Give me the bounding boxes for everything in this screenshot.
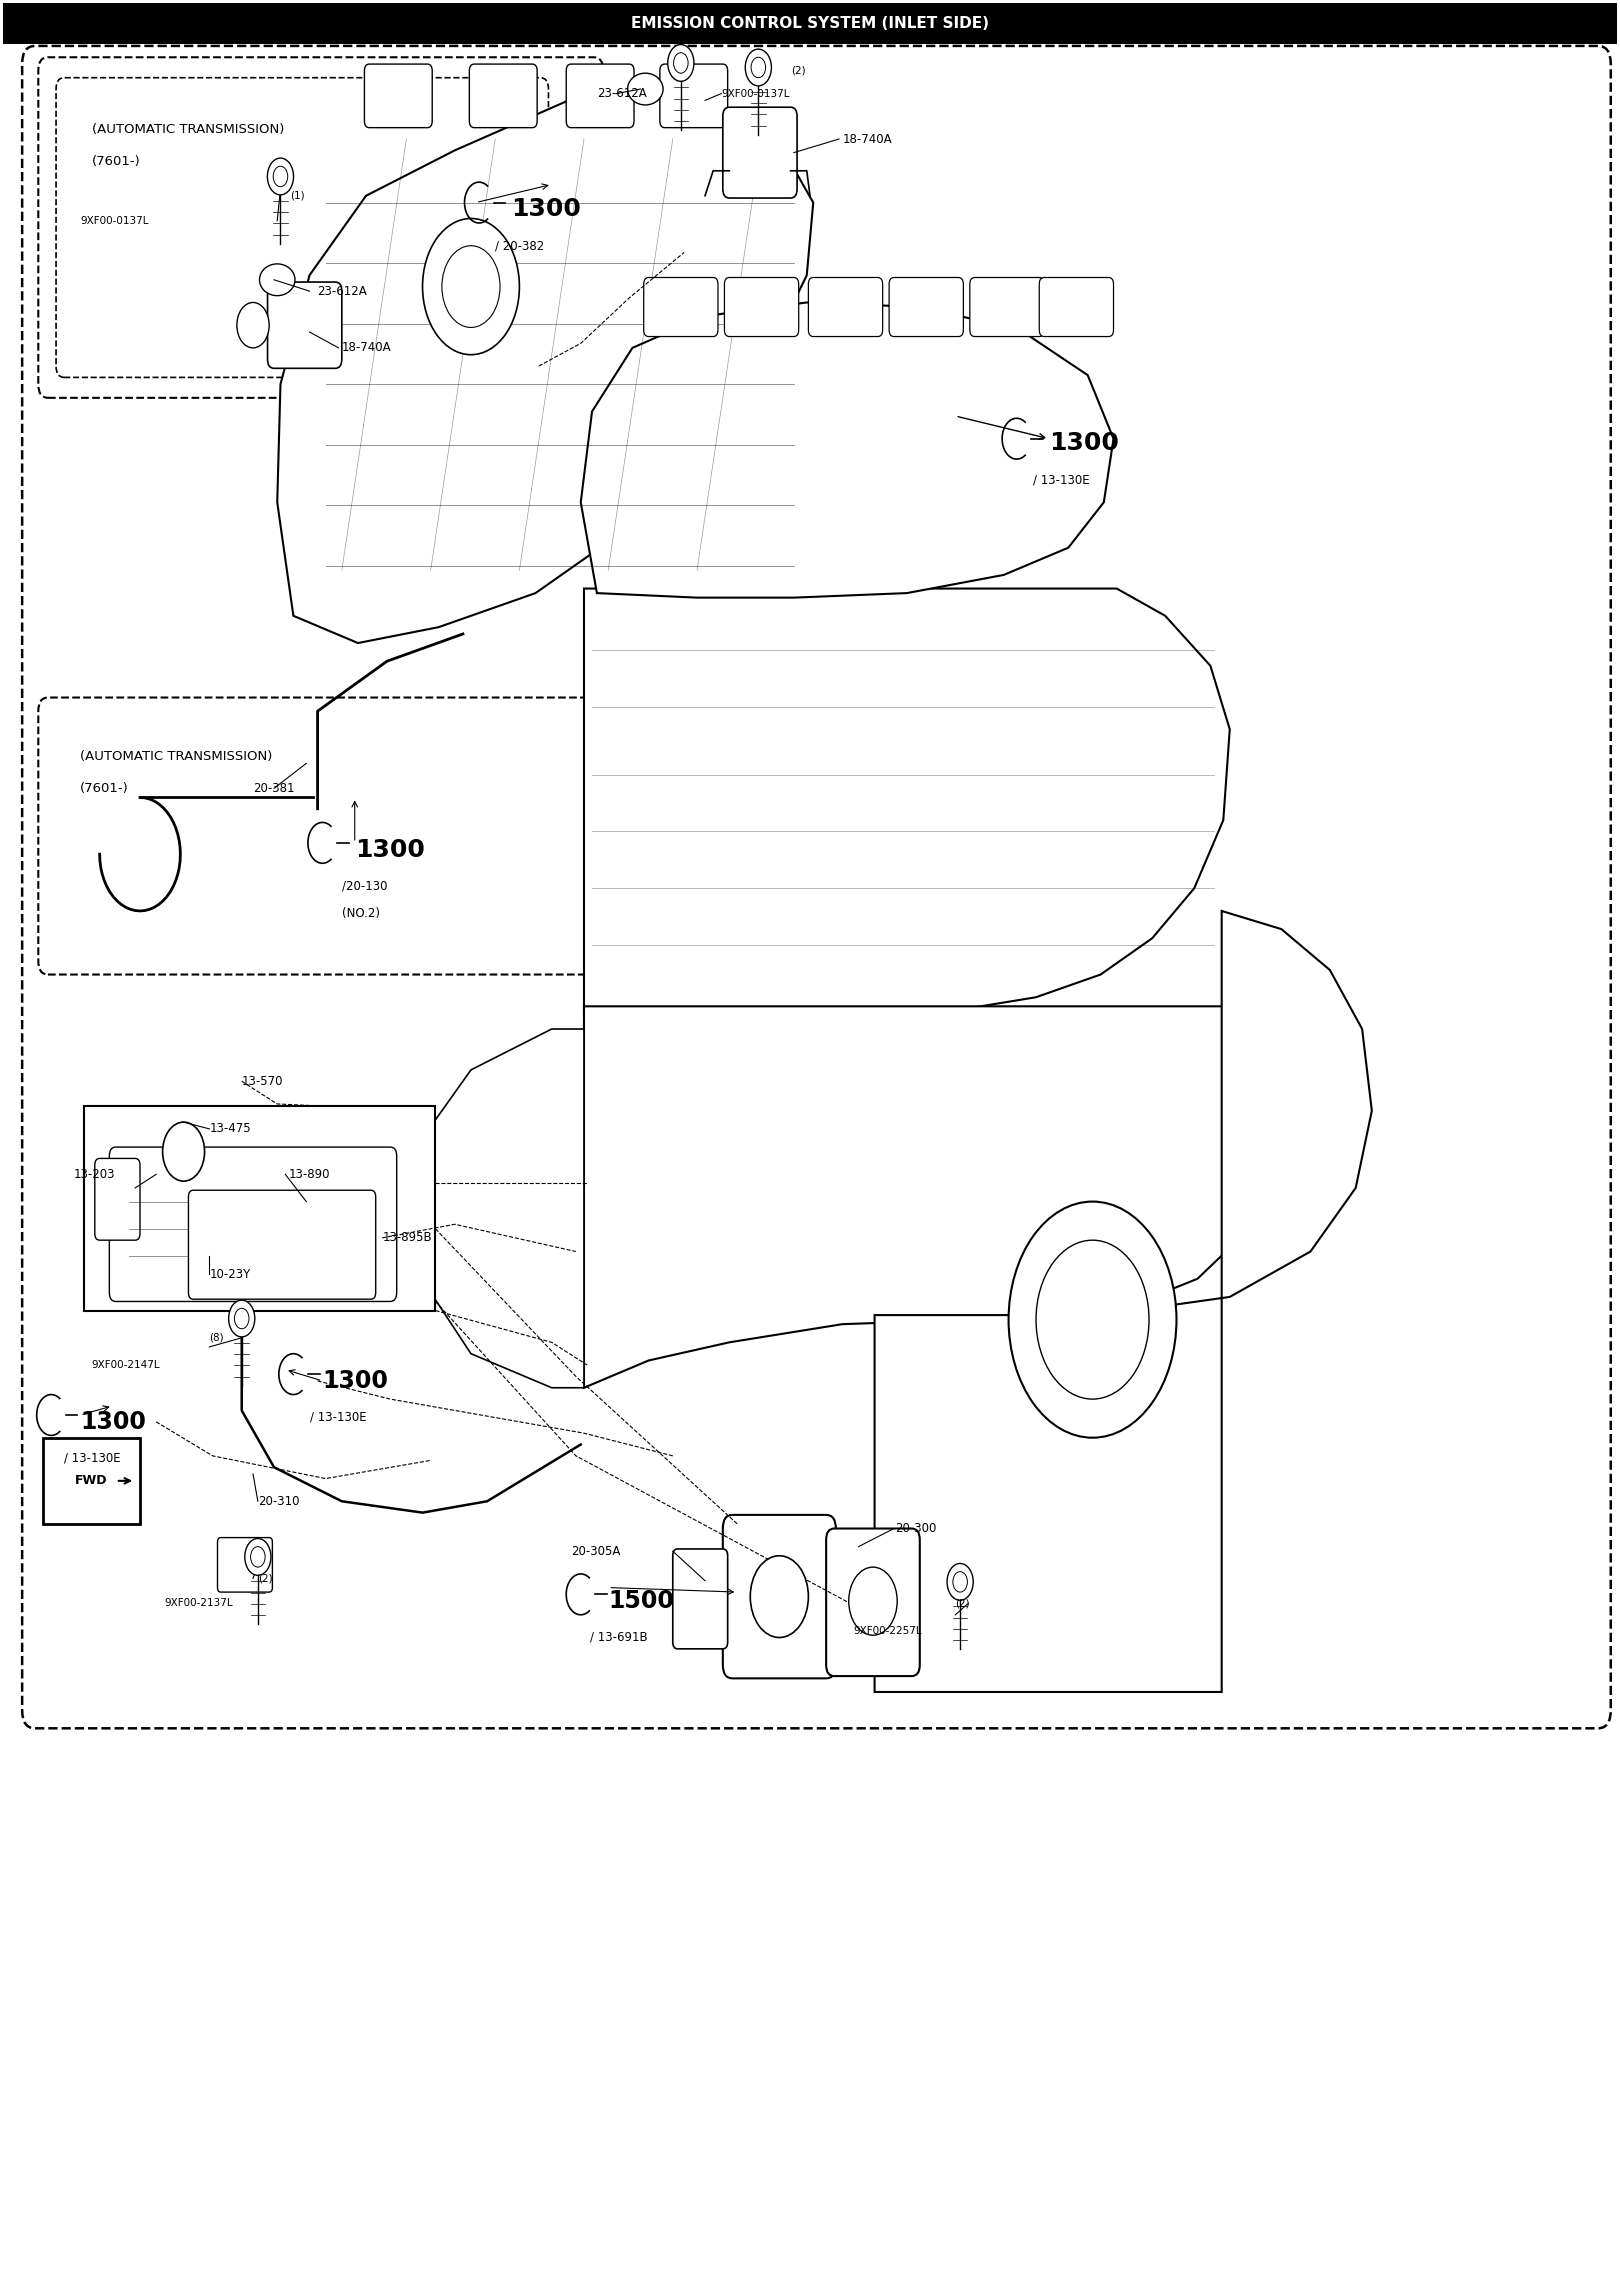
FancyBboxPatch shape — [724, 278, 799, 337]
Text: 1300: 1300 — [322, 1368, 389, 1393]
FancyBboxPatch shape — [723, 107, 797, 198]
Text: (7601-): (7601-) — [92, 155, 141, 168]
Text: (1): (1) — [290, 191, 305, 200]
Text: (2): (2) — [258, 1573, 272, 1584]
FancyBboxPatch shape — [567, 64, 633, 127]
FancyBboxPatch shape — [970, 278, 1045, 337]
Ellipse shape — [627, 73, 663, 105]
FancyBboxPatch shape — [808, 278, 883, 337]
Text: 10-23Y: 10-23Y — [209, 1268, 251, 1281]
Polygon shape — [580, 303, 1113, 599]
Text: / 13-130E: / 13-130E — [309, 1411, 366, 1425]
Text: 9XF00-0137L: 9XF00-0137L — [81, 216, 149, 225]
FancyBboxPatch shape — [96, 1158, 139, 1240]
Circle shape — [750, 1557, 808, 1636]
Text: 1300: 1300 — [1048, 430, 1119, 455]
FancyBboxPatch shape — [643, 278, 718, 337]
FancyBboxPatch shape — [1040, 278, 1113, 337]
Text: / 13-130E: / 13-130E — [1034, 473, 1089, 487]
Polygon shape — [583, 1006, 1275, 1388]
Bar — [3, 2, 1617, 43]
FancyBboxPatch shape — [889, 278, 964, 337]
FancyBboxPatch shape — [672, 1550, 727, 1648]
Circle shape — [423, 218, 520, 355]
Text: 23-612A: 23-612A — [596, 86, 646, 100]
Ellipse shape — [259, 264, 295, 296]
Circle shape — [237, 303, 269, 348]
Text: 1300: 1300 — [512, 198, 582, 221]
Circle shape — [1037, 1240, 1149, 1400]
Text: / 13-130E: / 13-130E — [65, 1452, 122, 1466]
Text: 18-740A: 18-740A — [342, 341, 392, 355]
Text: 13-203: 13-203 — [75, 1168, 115, 1181]
Circle shape — [953, 1573, 967, 1593]
Circle shape — [948, 1564, 974, 1600]
Circle shape — [674, 52, 688, 73]
Circle shape — [245, 1539, 271, 1575]
Text: /20-130: /20-130 — [342, 879, 387, 892]
Text: (8): (8) — [209, 1334, 224, 1343]
Text: 9XF00-2137L: 9XF00-2137L — [164, 1598, 233, 1609]
Polygon shape — [420, 1029, 583, 1388]
Text: 9XF00-2257L: 9XF00-2257L — [854, 1625, 922, 1636]
Circle shape — [1009, 1202, 1176, 1438]
Circle shape — [745, 50, 771, 86]
Text: (NO.2): (NO.2) — [342, 906, 379, 920]
Text: 13-475: 13-475 — [209, 1122, 251, 1136]
Text: (AUTOMATIC TRANSMISSION): (AUTOMATIC TRANSMISSION) — [81, 751, 272, 762]
Text: FWD: FWD — [75, 1475, 109, 1486]
Text: 13-570: 13-570 — [241, 1074, 284, 1088]
Text: 20-300: 20-300 — [896, 1523, 936, 1534]
Circle shape — [228, 1300, 254, 1336]
FancyBboxPatch shape — [723, 1516, 836, 1677]
Polygon shape — [583, 589, 1230, 1013]
Text: 13-890: 13-890 — [288, 1168, 330, 1181]
Text: 9XF00-0137L: 9XF00-0137L — [721, 89, 789, 98]
Text: / 13-691B: / 13-691B — [590, 1632, 648, 1643]
Circle shape — [667, 46, 693, 82]
FancyBboxPatch shape — [826, 1529, 920, 1675]
Circle shape — [849, 1568, 897, 1634]
Bar — [44, 1438, 139, 1525]
Polygon shape — [277, 93, 813, 644]
Circle shape — [752, 57, 766, 77]
Text: 20-305A: 20-305A — [572, 1545, 620, 1557]
Text: 20-381: 20-381 — [253, 783, 295, 794]
Polygon shape — [875, 910, 1372, 1691]
Text: 23-612A: 23-612A — [318, 284, 368, 298]
Text: / 20-382: / 20-382 — [496, 239, 544, 253]
FancyBboxPatch shape — [188, 1190, 376, 1300]
Text: (2): (2) — [956, 1598, 970, 1609]
Bar — [84, 1106, 436, 1311]
Text: 20-310: 20-310 — [258, 1495, 300, 1507]
FancyBboxPatch shape — [267, 282, 342, 369]
Text: 13-895B: 13-895B — [382, 1231, 433, 1245]
Text: 18-740A: 18-740A — [842, 132, 893, 146]
FancyBboxPatch shape — [470, 64, 538, 127]
Circle shape — [267, 157, 293, 196]
Text: EMISSION CONTROL SYSTEM (INLET SIDE): EMISSION CONTROL SYSTEM (INLET SIDE) — [632, 16, 988, 30]
FancyBboxPatch shape — [659, 64, 727, 127]
FancyBboxPatch shape — [217, 1539, 272, 1593]
Text: 1300: 1300 — [355, 838, 424, 863]
FancyBboxPatch shape — [364, 64, 433, 127]
Text: 1300: 1300 — [81, 1409, 146, 1434]
Text: (2): (2) — [791, 66, 805, 75]
Circle shape — [235, 1309, 249, 1329]
Text: (AUTOMATIC TRANSMISSION): (AUTOMATIC TRANSMISSION) — [92, 123, 284, 137]
Circle shape — [442, 246, 501, 328]
Text: (7601-): (7601-) — [81, 783, 130, 794]
Circle shape — [274, 166, 288, 187]
Text: 9XF00-2147L: 9XF00-2147L — [92, 1361, 160, 1370]
Text: 1500: 1500 — [608, 1589, 674, 1614]
Circle shape — [251, 1548, 266, 1568]
Circle shape — [162, 1122, 204, 1181]
